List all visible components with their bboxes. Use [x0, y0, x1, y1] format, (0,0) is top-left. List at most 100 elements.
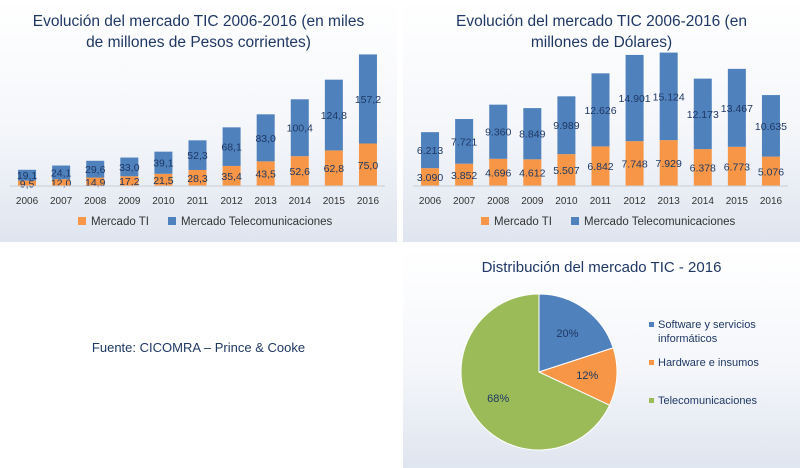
pesos-bar-ti-2010	[154, 173, 173, 186]
dolares-bar-ti-2006	[421, 168, 440, 186]
pesos-label-ti-2015: 62,8	[324, 163, 345, 175]
pie-legend-software-label-2: informáticos	[658, 333, 718, 345]
pesos-label-ti-2008: 14,9	[85, 177, 106, 189]
dolares-xtick-2015: 2015	[726, 196, 749, 207]
dolares-bar-tel-2014	[693, 78, 712, 150]
dolares-xtick-2006: 2006	[419, 196, 442, 207]
chart-pesos-panel: Evolución del mercado TIC 2006-2016 (en …	[0, 0, 397, 242]
dolares-label-tel-2015: 13.467	[721, 103, 753, 115]
dolares-label-ti-2010: 5.507	[553, 165, 579, 177]
dolares-bar-ti-2014	[693, 149, 712, 186]
dolares-bar-tel-2012	[625, 54, 644, 142]
dolares-bar-ti-2007	[455, 163, 474, 186]
dolares-label-ti-2007: 3.852	[451, 170, 477, 182]
dolares-bar-tel-2009	[523, 108, 542, 160]
chart-pie-panel: Distribución del mercado TIC - 2016 20% 1…	[403, 250, 800, 468]
dolares-label-ti-2013: 7.929	[656, 158, 682, 170]
pie-legend-software-label-1: Software y servicios	[658, 319, 756, 331]
dolares-label-tel-2007: 7.721	[451, 136, 477, 148]
dolares-bar-tel-2006	[421, 132, 440, 169]
pesos-xtick-2012: 2012	[220, 196, 243, 207]
dolares-label-ti-2011: 6.842	[587, 161, 613, 173]
dolares-bar-ti-2016	[761, 156, 780, 186]
pesos-xtick-2006: 2006	[16, 196, 39, 207]
pesos-bar-tel-2006	[18, 169, 37, 181]
dolares-label-tel-2012: 14.901	[619, 93, 651, 105]
pesos-bar-ti-2013	[256, 161, 275, 186]
chart-dolares-title: Evolución del mercado TIC 2006-2016 (en …	[456, 13, 747, 51]
pesos-label-tel-2007: 24,1	[51, 167, 72, 179]
dolares-bar-tel-2011	[591, 73, 610, 147]
chart-dolares-plot: 3.090 6.213 2006 3.852 7.721 2007 4.696 9.360 20…	[413, 52, 788, 228]
dolares-legend-ti-label: Mercado TI	[494, 216, 552, 228]
pesos-label-tel-2013: 83,0	[255, 133, 276, 145]
pesos-bar-ti-2012	[222, 165, 241, 186]
dolares-label-ti-2009: 4.612	[519, 168, 545, 180]
pesos-xtick-2014: 2014	[289, 196, 312, 207]
dolares-xtick-2007: 2007	[453, 196, 476, 207]
dolares-bar-tel-2015	[727, 68, 746, 147]
dolares-label-ti-2014: 6.378	[690, 163, 716, 175]
pie-legend-telecom-swatch	[649, 398, 654, 403]
chart-pesos-title: Evolución del mercado TIC 2006-2016 (en …	[32, 13, 365, 51]
dolares-bar-tel-2008	[489, 104, 508, 159]
pie-label-telecom: 68%	[487, 393, 509, 405]
pie-legend-hardware-label: Hardware e insumos	[658, 357, 759, 369]
dolares-bar-ti-2013	[659, 140, 678, 186]
dolares-label-ti-2015: 6.773	[724, 161, 750, 173]
pesos-bar-tel-2008	[86, 160, 105, 178]
pesos-xtick-2010: 2010	[152, 196, 175, 207]
dolares-bar-ti-2012	[625, 141, 644, 186]
pie-legend-telecom-label: Telecomunicaciones	[658, 395, 758, 407]
pesos-legend-tel-swatch	[168, 217, 176, 225]
chart-dolares-panel: Evolución del mercado TIC 2006-2016 (en …	[403, 0, 800, 242]
dolares-xtick-2016: 2016	[760, 196, 783, 207]
pesos-bar-tel-2015	[324, 79, 343, 151]
pie-label-software: 20%	[556, 328, 578, 340]
dolares-label-ti-2006: 3.090	[417, 172, 443, 184]
pesos-label-tel-2009: 33,0	[119, 162, 140, 174]
pie-label-hardware: 12%	[576, 370, 598, 382]
pesos-label-tel-2016: 157,2	[355, 94, 381, 106]
pesos-bar-tel-2013	[256, 114, 275, 162]
pesos-xtick-2011: 2011	[187, 196, 209, 207]
dolares-xtick-2009: 2009	[521, 196, 544, 207]
pesos-bar-tel-2016	[358, 54, 377, 144]
pesos-label-ti-2009: 17,2	[119, 176, 140, 188]
chart-pie-title: Distribución del mercado TIC - 2016	[481, 259, 722, 276]
pie-legend-hardware-swatch	[649, 360, 654, 365]
dolares-label-tel-2013: 15.124	[653, 91, 685, 103]
dolares-bar-ti-2010	[557, 154, 576, 186]
pesos-legend-ti-swatch	[78, 217, 86, 225]
dolares-label-ti-2016: 5.076	[758, 166, 784, 178]
source-panel: Fuente: CICOMRA – Prince & Cooke	[0, 250, 397, 468]
pesos-bar-ti-2006	[18, 180, 37, 186]
dolares-label-tel-2009: 8.849	[519, 129, 545, 141]
pesos-label-tel-2008: 29,6	[85, 164, 106, 176]
pesos-bar-ti-2007	[52, 179, 71, 186]
pesos-bar-tel-2010	[154, 151, 173, 174]
pesos-legend-tel-label: Mercado Telecomunicaciones	[181, 216, 333, 228]
dolares-bar-tel-2016	[761, 95, 780, 157]
pesos-label-ti-2013: 43,5	[255, 169, 276, 181]
dolares-bar-ti-2015	[727, 146, 746, 186]
dolares-legend-tel-label: Mercado Telecomunicaciones	[584, 216, 736, 228]
pesos-bar-tel-2014	[290, 99, 309, 157]
pesos-bar-ti-2014	[290, 156, 309, 186]
pesos-bar-tel-2009	[120, 157, 139, 177]
dolares-xtick-2014: 2014	[692, 196, 715, 207]
dolares-bar-ti-2009	[523, 159, 542, 186]
dolares-bar-ti-2011	[591, 146, 610, 186]
pesos-label-tel-2015: 124,8	[321, 110, 347, 122]
dolares-label-tel-2011: 12.626	[584, 105, 616, 117]
pesos-label-tel-2012: 68,1	[221, 142, 242, 154]
dolares-label-ti-2008: 4.696	[485, 167, 511, 179]
pesos-label-tel-2006: 19,1	[17, 170, 38, 182]
pesos-bar-tel-2012	[222, 127, 241, 166]
dolares-legend-tel-swatch	[571, 217, 579, 225]
dolares-bar-tel-2013	[659, 52, 678, 141]
dolares-xtick-2011: 2011	[590, 196, 612, 207]
dolares-bar-tel-2010	[557, 96, 576, 155]
pesos-label-ti-2016: 75,0	[358, 160, 379, 172]
pesos-xtick-2013: 2013	[255, 196, 278, 207]
